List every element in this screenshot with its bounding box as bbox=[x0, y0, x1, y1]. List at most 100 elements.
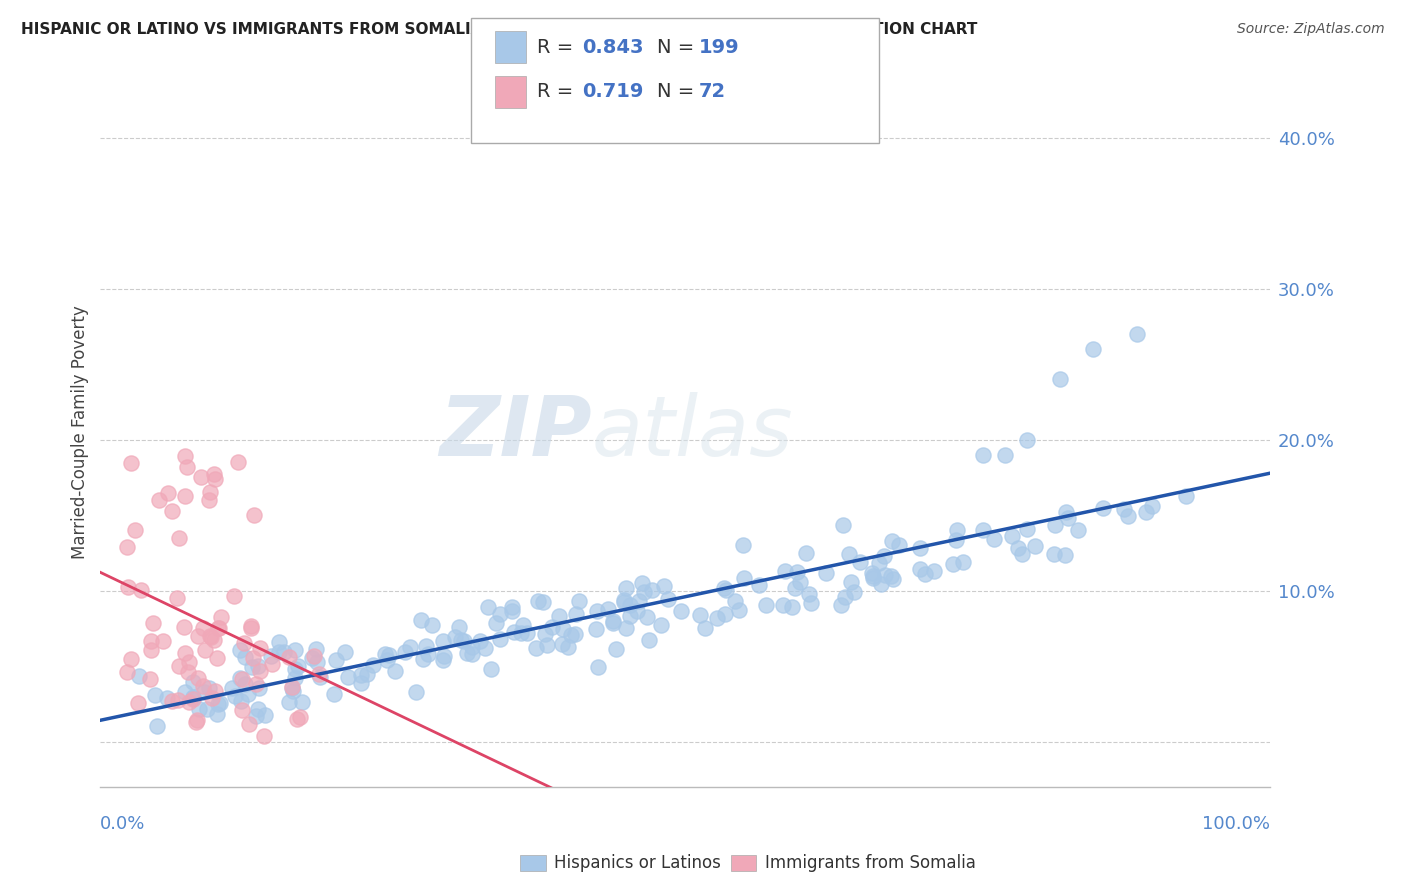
Point bbox=[568, 594, 591, 608]
Point bbox=[1017, 522, 1039, 536]
Point bbox=[127, 696, 149, 710]
Point bbox=[838, 547, 860, 561]
Point bbox=[873, 568, 896, 582]
Point bbox=[193, 685, 215, 699]
Point bbox=[322, 687, 344, 701]
Point bbox=[193, 679, 215, 693]
Point bbox=[626, 604, 648, 618]
Point bbox=[1114, 501, 1136, 516]
Point bbox=[636, 610, 658, 624]
Point bbox=[1054, 549, 1077, 563]
Point bbox=[191, 621, 214, 635]
Point bbox=[233, 650, 256, 665]
Text: 199: 199 bbox=[699, 37, 740, 57]
Point bbox=[1007, 541, 1029, 556]
Text: 0.0%: 0.0% bbox=[100, 815, 146, 833]
Text: 72: 72 bbox=[699, 82, 725, 102]
Point bbox=[908, 562, 931, 576]
Point bbox=[477, 599, 499, 614]
Point bbox=[814, 566, 837, 581]
Point bbox=[489, 632, 512, 646]
Point bbox=[273, 645, 295, 659]
Point bbox=[277, 650, 299, 665]
Point bbox=[693, 621, 716, 635]
Y-axis label: Married-Couple Family Poverty: Married-Couple Family Poverty bbox=[72, 305, 89, 559]
Point bbox=[849, 555, 872, 569]
Point bbox=[202, 467, 225, 482]
Point bbox=[190, 470, 212, 484]
Point bbox=[952, 555, 974, 569]
Point bbox=[588, 660, 610, 674]
Point bbox=[972, 523, 994, 537]
Point bbox=[786, 566, 808, 580]
Point bbox=[174, 449, 197, 463]
Point bbox=[548, 609, 571, 624]
Point bbox=[797, 586, 820, 600]
Point bbox=[689, 607, 711, 622]
Point bbox=[910, 541, 932, 555]
Point bbox=[181, 691, 204, 706]
Point bbox=[983, 532, 1005, 546]
Point bbox=[420, 618, 443, 632]
Point bbox=[254, 708, 277, 723]
Point bbox=[527, 593, 550, 607]
Text: HISPANIC OR LATINO VS IMMIGRANTS FROM SOMALIA MARRIED-COUPLE FAMILY POVERTY CORR: HISPANIC OR LATINO VS IMMIGRANTS FROM SO… bbox=[21, 22, 977, 37]
Point bbox=[278, 695, 301, 709]
Point bbox=[198, 681, 221, 695]
Text: R =: R = bbox=[537, 37, 579, 57]
Point bbox=[181, 692, 204, 706]
Point bbox=[394, 645, 416, 659]
Point bbox=[1011, 547, 1033, 561]
Point bbox=[669, 604, 692, 618]
Point bbox=[117, 580, 139, 594]
Point bbox=[461, 647, 484, 661]
Point bbox=[305, 641, 328, 656]
Point bbox=[156, 486, 179, 500]
Point bbox=[586, 604, 609, 618]
Point bbox=[619, 598, 641, 612]
Point bbox=[374, 647, 396, 661]
Point bbox=[605, 641, 627, 656]
Point bbox=[325, 653, 347, 667]
Point bbox=[432, 649, 454, 664]
Point bbox=[834, 591, 856, 605]
Point bbox=[195, 702, 218, 716]
Point bbox=[308, 667, 330, 681]
Point bbox=[614, 621, 637, 635]
Text: Source: ZipAtlas.com: Source: ZipAtlas.com bbox=[1237, 22, 1385, 37]
Point bbox=[205, 706, 228, 721]
Point bbox=[356, 667, 378, 681]
Point bbox=[186, 714, 208, 729]
Point bbox=[842, 585, 865, 599]
Point bbox=[233, 676, 256, 690]
Point bbox=[880, 569, 903, 583]
Point bbox=[474, 640, 496, 655]
Point bbox=[246, 702, 269, 716]
Point bbox=[516, 626, 538, 640]
Point bbox=[260, 649, 283, 664]
Point bbox=[1126, 327, 1149, 342]
Point bbox=[378, 648, 401, 662]
Point bbox=[512, 618, 534, 632]
Point bbox=[242, 650, 264, 665]
Point bbox=[174, 685, 197, 699]
Point bbox=[882, 572, 904, 586]
Point bbox=[181, 690, 204, 704]
Point bbox=[120, 652, 142, 666]
Point bbox=[169, 659, 191, 673]
Point bbox=[748, 577, 770, 591]
Point bbox=[432, 653, 454, 667]
Point bbox=[862, 571, 884, 585]
Point bbox=[283, 662, 305, 676]
Point bbox=[280, 681, 302, 696]
Point bbox=[222, 589, 245, 603]
Point bbox=[727, 603, 749, 617]
Point bbox=[652, 579, 675, 593]
Point bbox=[922, 564, 945, 578]
Point bbox=[290, 709, 312, 723]
Point bbox=[333, 644, 356, 658]
Point bbox=[124, 523, 146, 537]
Point bbox=[794, 546, 817, 560]
Point bbox=[783, 582, 806, 596]
Point bbox=[177, 695, 200, 709]
